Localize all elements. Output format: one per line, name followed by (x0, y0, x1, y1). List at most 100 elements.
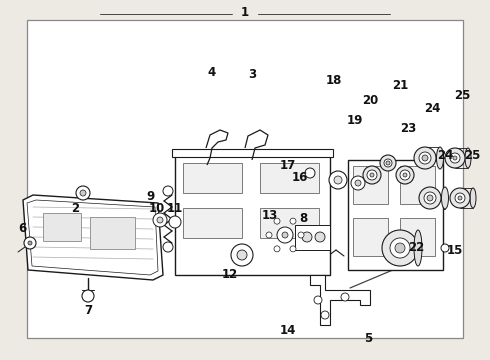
Circle shape (24, 237, 36, 249)
Circle shape (231, 244, 253, 266)
Circle shape (395, 243, 405, 253)
Circle shape (424, 192, 436, 204)
Text: 7: 7 (84, 303, 92, 316)
Bar (260, 208, 319, 238)
Circle shape (384, 159, 392, 167)
Circle shape (419, 187, 441, 209)
Circle shape (422, 155, 428, 161)
Circle shape (455, 193, 465, 203)
Circle shape (163, 242, 173, 252)
Bar (353, 166, 388, 204)
Text: 1: 1 (241, 5, 249, 18)
Circle shape (277, 227, 293, 243)
Bar (400, 218, 435, 256)
Text: 24: 24 (424, 102, 440, 114)
Bar (175, 155, 330, 275)
Circle shape (157, 217, 163, 223)
Bar (172, 149, 333, 157)
Text: 9: 9 (146, 189, 154, 202)
Circle shape (315, 232, 325, 242)
Circle shape (314, 296, 322, 304)
Text: 23: 23 (400, 122, 416, 135)
Circle shape (396, 166, 414, 184)
Circle shape (298, 232, 304, 238)
Ellipse shape (441, 187, 448, 209)
Text: 25: 25 (454, 89, 470, 102)
Circle shape (266, 232, 272, 238)
Circle shape (163, 186, 173, 196)
Circle shape (153, 213, 167, 227)
Circle shape (282, 232, 288, 238)
Bar (183, 208, 242, 238)
Circle shape (290, 218, 296, 224)
Circle shape (302, 232, 312, 242)
Text: 22: 22 (408, 240, 424, 253)
Circle shape (351, 176, 365, 190)
Circle shape (76, 186, 90, 200)
Circle shape (370, 173, 374, 177)
Circle shape (450, 188, 470, 208)
Bar (90, 217, 135, 249)
Circle shape (386, 161, 390, 165)
Text: 15: 15 (447, 243, 463, 257)
Circle shape (450, 153, 460, 163)
Text: 6: 6 (18, 221, 26, 234)
Circle shape (441, 244, 449, 252)
Circle shape (169, 216, 181, 228)
Ellipse shape (470, 188, 476, 208)
Circle shape (400, 170, 410, 180)
Circle shape (355, 180, 361, 186)
Circle shape (427, 195, 433, 201)
Bar (400, 166, 435, 204)
Text: 3: 3 (248, 68, 256, 81)
Ellipse shape (465, 148, 471, 168)
Text: 20: 20 (362, 94, 378, 107)
Text: 24: 24 (437, 149, 453, 162)
Text: 17: 17 (280, 158, 296, 171)
Circle shape (82, 290, 94, 302)
Circle shape (334, 176, 342, 184)
Circle shape (363, 166, 381, 184)
Ellipse shape (437, 147, 443, 169)
Text: 25: 25 (464, 149, 480, 162)
Circle shape (341, 293, 349, 301)
Text: 18: 18 (326, 73, 342, 86)
Bar (295, 225, 330, 250)
Circle shape (237, 250, 247, 260)
Text: 13: 13 (262, 208, 278, 221)
Circle shape (390, 238, 410, 258)
Text: 19: 19 (347, 113, 363, 126)
Circle shape (274, 218, 280, 224)
Text: 16: 16 (292, 171, 308, 184)
Circle shape (329, 171, 347, 189)
Circle shape (419, 152, 431, 164)
Circle shape (445, 148, 465, 168)
Circle shape (382, 230, 418, 266)
Bar (260, 163, 319, 193)
Polygon shape (23, 195, 163, 280)
Bar (27, 20, 463, 338)
Bar (43, 213, 81, 241)
Text: 14: 14 (280, 324, 296, 337)
Circle shape (305, 168, 315, 178)
Circle shape (453, 156, 457, 160)
Circle shape (290, 246, 296, 252)
Text: 5: 5 (364, 332, 372, 345)
Ellipse shape (414, 230, 422, 266)
Text: 12: 12 (222, 269, 238, 282)
Text: 10: 10 (149, 202, 165, 215)
Text: 8: 8 (299, 212, 307, 225)
Polygon shape (310, 275, 370, 325)
Text: 4: 4 (208, 66, 216, 78)
Circle shape (321, 311, 329, 319)
Text: 11: 11 (167, 202, 183, 215)
Polygon shape (27, 200, 158, 275)
Text: 21: 21 (392, 78, 408, 91)
Bar (348, 160, 443, 270)
Circle shape (458, 196, 462, 200)
Circle shape (367, 170, 377, 180)
Circle shape (80, 190, 86, 196)
Bar (183, 163, 242, 193)
Circle shape (274, 246, 280, 252)
Circle shape (28, 241, 32, 245)
